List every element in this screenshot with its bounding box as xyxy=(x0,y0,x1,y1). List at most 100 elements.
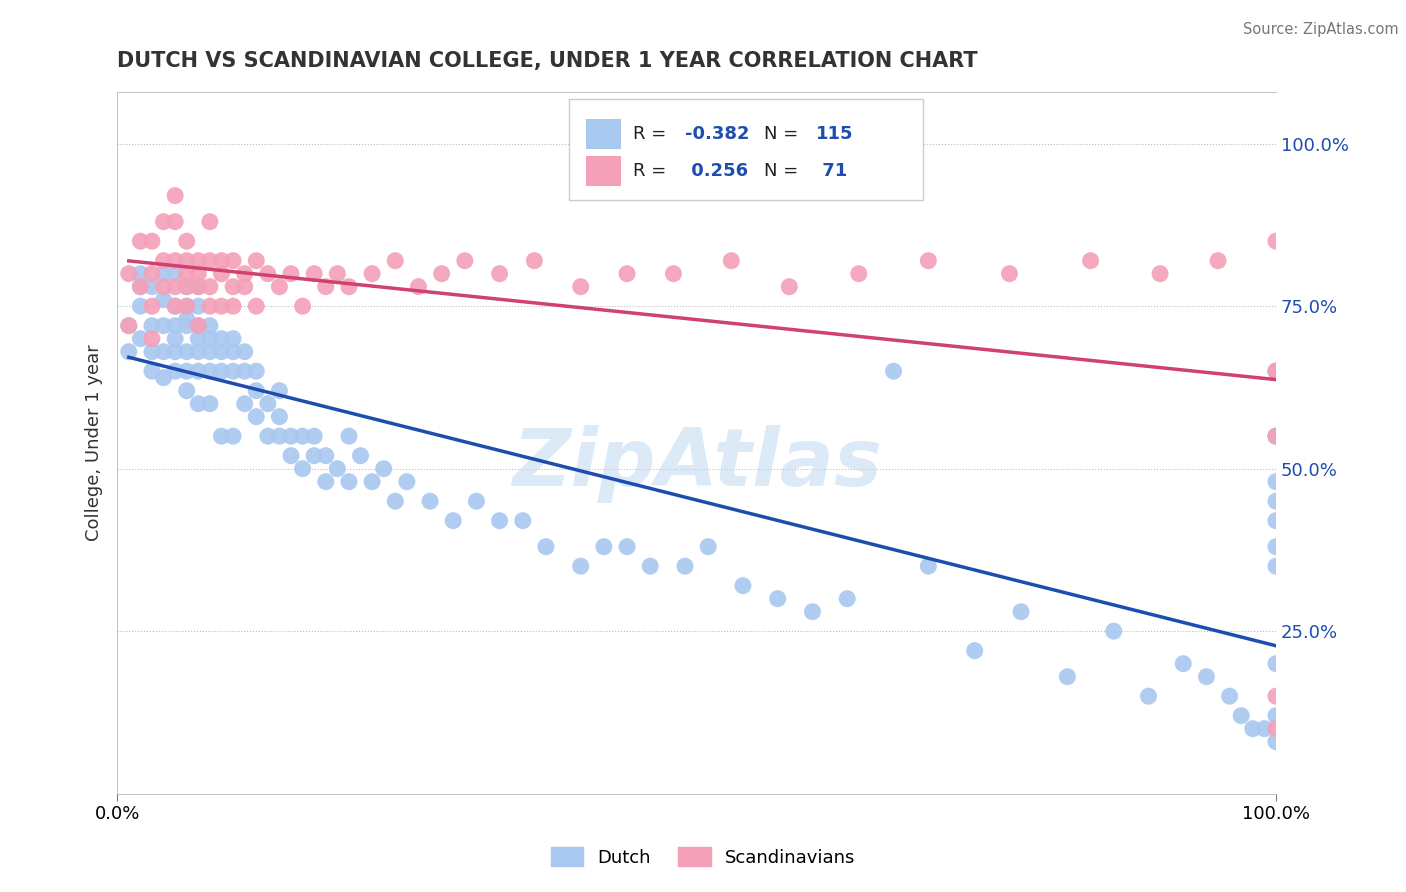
Point xyxy=(187,279,209,293)
Point xyxy=(176,312,198,326)
Point xyxy=(337,475,360,489)
Point xyxy=(233,364,256,378)
Point xyxy=(315,475,337,489)
Point xyxy=(165,215,187,229)
Point xyxy=(1219,689,1241,703)
Point xyxy=(1206,253,1229,268)
Point xyxy=(638,559,661,574)
Point xyxy=(141,318,163,333)
Point xyxy=(198,364,221,378)
Point xyxy=(1265,734,1288,748)
Point xyxy=(233,344,256,359)
Point xyxy=(963,643,986,657)
Point xyxy=(256,397,278,411)
Text: ZipAtlas: ZipAtlas xyxy=(512,425,882,503)
Point xyxy=(269,384,291,398)
Point xyxy=(269,279,291,293)
Point xyxy=(1265,234,1288,248)
Text: DUTCH VS SCANDINAVIAN COLLEGE, UNDER 1 YEAR CORRELATION CHART: DUTCH VS SCANDINAVIAN COLLEGE, UNDER 1 Y… xyxy=(117,51,977,70)
Point xyxy=(731,579,754,593)
Text: R =: R = xyxy=(633,162,672,180)
Point xyxy=(141,299,163,313)
Point xyxy=(152,370,174,384)
Text: 115: 115 xyxy=(815,125,853,143)
Point xyxy=(211,267,233,281)
Point xyxy=(1137,689,1160,703)
Point xyxy=(256,267,278,281)
Point xyxy=(152,267,174,281)
Point xyxy=(187,279,209,293)
Point xyxy=(222,299,245,313)
Bar xyxy=(586,119,621,149)
Point xyxy=(1149,267,1171,281)
Point xyxy=(187,299,209,313)
Point xyxy=(1265,559,1288,574)
Point xyxy=(1265,708,1288,723)
Point xyxy=(211,299,233,313)
Point xyxy=(291,429,314,443)
Point xyxy=(384,494,406,508)
Point xyxy=(165,299,187,313)
Point xyxy=(1265,475,1288,489)
Point xyxy=(129,332,152,346)
Point xyxy=(269,409,291,424)
Point xyxy=(245,384,267,398)
Point xyxy=(245,409,267,424)
Point xyxy=(222,332,245,346)
FancyBboxPatch shape xyxy=(569,99,922,201)
Text: N =: N = xyxy=(763,125,804,143)
Point xyxy=(291,461,314,475)
Point xyxy=(801,605,824,619)
Point xyxy=(430,267,453,281)
Point xyxy=(152,279,174,293)
Point xyxy=(302,449,325,463)
Point xyxy=(245,364,267,378)
Point xyxy=(233,267,256,281)
Point xyxy=(198,318,221,333)
Point xyxy=(152,293,174,307)
Point xyxy=(998,267,1021,281)
Point xyxy=(523,253,546,268)
Point xyxy=(883,364,905,378)
Point xyxy=(187,332,209,346)
Y-axis label: College, Under 1 year: College, Under 1 year xyxy=(86,344,103,541)
Point xyxy=(291,299,314,313)
Point xyxy=(165,279,187,293)
Point xyxy=(302,429,325,443)
Point xyxy=(337,429,360,443)
Point xyxy=(1265,364,1288,378)
Point xyxy=(129,279,152,293)
Point xyxy=(176,253,198,268)
Point xyxy=(1195,670,1218,684)
Point xyxy=(326,461,349,475)
Point xyxy=(1230,708,1253,723)
Point xyxy=(778,279,800,293)
Point xyxy=(395,475,418,489)
Point xyxy=(1173,657,1195,671)
Point xyxy=(1241,722,1264,736)
Point xyxy=(165,318,187,333)
Point xyxy=(361,475,384,489)
Point xyxy=(408,279,430,293)
Point xyxy=(198,253,221,268)
Point xyxy=(165,267,187,281)
Point xyxy=(165,188,187,202)
Point xyxy=(837,591,859,606)
Point xyxy=(141,332,163,346)
Point xyxy=(1265,722,1288,736)
Text: N =: N = xyxy=(763,162,804,180)
Point xyxy=(616,267,638,281)
Point xyxy=(141,344,163,359)
Text: -0.382: -0.382 xyxy=(685,125,749,143)
Point xyxy=(187,344,209,359)
Point xyxy=(129,279,152,293)
Point xyxy=(384,253,406,268)
Text: Source: ZipAtlas.com: Source: ZipAtlas.com xyxy=(1243,22,1399,37)
Point xyxy=(187,267,209,281)
Point xyxy=(222,279,245,293)
Point xyxy=(233,397,256,411)
Point xyxy=(315,279,337,293)
Point xyxy=(165,299,187,313)
Point xyxy=(176,299,198,313)
Point xyxy=(1253,722,1275,736)
